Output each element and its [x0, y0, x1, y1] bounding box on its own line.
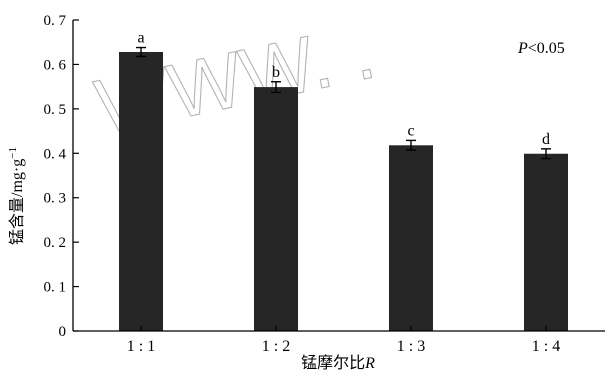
significance-letter: b	[272, 64, 280, 81]
y-tick-label: 0. 3	[44, 191, 67, 207]
x-tick-label: 1 : 2	[262, 338, 290, 355]
y-tick-label: 0. 1	[44, 280, 67, 296]
significance-letter: a	[137, 30, 144, 47]
y-tick-label: 0. 7	[44, 13, 67, 29]
y-tick-label: 0	[59, 324, 67, 340]
bar	[254, 87, 298, 331]
y-tick-label: 0. 5	[44, 102, 67, 118]
significance-letter: d	[542, 131, 550, 148]
y-tick-label: 0. 4	[44, 146, 67, 162]
bar	[119, 51, 163, 331]
x-tick-label: 1 : 4	[532, 338, 560, 355]
p-value-annotation: P<0.05	[517, 40, 565, 57]
x-axis-label: 锰摩尔比R	[301, 354, 375, 372]
x-tick-label: 1 : 1	[127, 338, 155, 355]
y-tick-label: 0. 2	[44, 235, 67, 251]
bars: a b c d	[119, 30, 568, 331]
axes: 0 0. 1 0. 2 0. 3 0. 4 0. 5 0. 6 0. 7 1 : 1 1 : 2 1…	[44, 13, 605, 355]
x-tick-label: 1 : 3	[397, 338, 425, 355]
significance-letter: c	[407, 122, 414, 139]
y-axis-label: 锰含量/mg·g−1	[7, 147, 26, 245]
bar	[389, 145, 433, 331]
bar	[524, 153, 568, 331]
y-tick-label: 0. 6	[44, 57, 67, 73]
